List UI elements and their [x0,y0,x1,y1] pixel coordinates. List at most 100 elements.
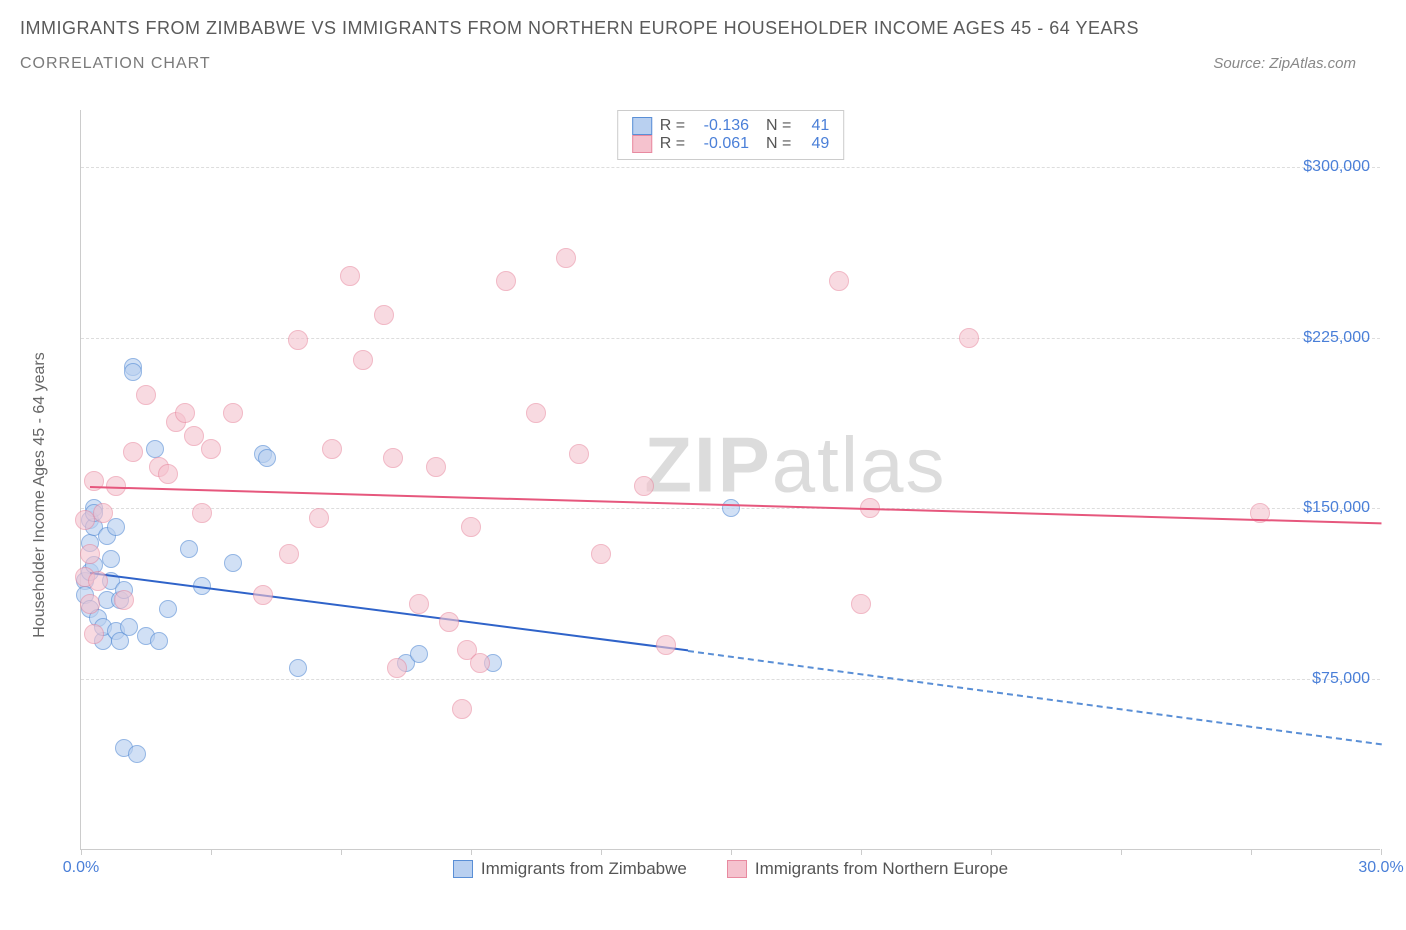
data-point [175,403,195,423]
data-point [224,554,242,572]
x-tick-mark [1251,849,1252,855]
x-tick-mark [1381,849,1382,855]
trend-line [90,486,1381,524]
data-point [146,440,164,458]
data-point [93,503,113,523]
y-tick-label: $300,000 [1303,158,1370,176]
y-tick-label: $150,000 [1303,499,1370,517]
data-point [410,645,428,663]
legend-item: Immigrants from Zimbabwe [453,859,687,879]
data-point [851,594,871,614]
legend-swatch [727,860,747,878]
data-point [289,659,307,677]
data-point [829,271,849,291]
series-legend: Immigrants from Zimbabwe Immigrants from … [81,859,1380,879]
data-point [136,385,156,405]
data-point [279,544,299,564]
chart-subtitle: CORRELATION CHART [20,55,211,73]
data-point [309,508,329,528]
data-point [184,426,204,446]
data-point [150,632,168,650]
n-value: 49 [799,135,829,153]
data-point [84,624,104,644]
data-point [556,248,576,268]
data-point [88,571,108,591]
data-point [180,540,198,558]
trend-line [688,650,1382,745]
r-label: R = [660,135,685,153]
data-point [120,618,138,636]
data-point [114,590,134,610]
x-tick-mark [341,849,342,855]
data-point [102,550,120,568]
trend-line [90,572,688,651]
n-value: 41 [799,117,829,135]
x-tick-mark [601,849,602,855]
x-tick-mark [1121,849,1122,855]
stats-legend: R = -0.136 N = 41 R = -0.061 N = 49 [617,110,845,160]
legend-row: R = -0.136 N = 41 [632,117,830,135]
data-point [452,699,472,719]
gridline [81,167,1380,168]
data-point [387,658,407,678]
data-point [426,457,446,477]
scatter-plot: ZIPatlas R =-0.136 N =41R =-0.061 N =49 … [80,110,1380,850]
legend-row: R = -0.061 N = 49 [632,135,830,153]
x-tick-mark [731,849,732,855]
gridline [81,338,1380,339]
x-tick-mark [991,849,992,855]
data-point [591,544,611,564]
data-point [159,600,177,618]
data-point [353,350,373,370]
r-value: -0.061 [693,135,749,153]
watermark: ZIPatlas [644,419,946,510]
series-name: Immigrants from Northern Europe [755,859,1008,879]
data-point [158,464,178,484]
data-point [123,442,143,462]
chart-container: Householder Income Ages 45 - 64 years ZI… [50,110,1380,880]
chart-title: IMMIGRANTS FROM ZIMBABWE VS IMMIGRANTS F… [20,18,1386,39]
data-point [192,503,212,523]
data-point [569,444,589,464]
data-point [201,439,221,459]
gridline [81,679,1380,680]
data-point [80,544,100,564]
y-tick-label: $225,000 [1303,329,1370,347]
x-tick-label: 30.0% [1358,859,1403,877]
data-point [470,653,490,673]
data-point [409,594,429,614]
y-tick-label: $75,000 [1312,670,1370,688]
data-point [526,403,546,423]
legend-swatch [453,860,473,878]
r-label: R = [660,117,685,135]
data-point [128,745,146,763]
x-tick-mark [471,849,472,855]
data-point [461,517,481,537]
data-point [383,448,403,468]
x-tick-mark [211,849,212,855]
legend-swatch [632,117,652,135]
data-point [722,499,740,517]
x-tick-mark [861,849,862,855]
data-point [496,271,516,291]
data-point [253,585,273,605]
data-point [80,594,100,614]
source-attribution: Source: ZipAtlas.com [1213,55,1356,72]
data-point [439,612,459,632]
y-axis-label: Householder Income Ages 45 - 64 years [31,352,49,638]
data-point [223,403,243,423]
data-point [124,363,142,381]
x-tick-mark [81,849,82,855]
data-point [634,476,654,496]
data-point [288,330,308,350]
data-point [258,449,276,467]
data-point [322,439,342,459]
legend-swatch [632,135,652,153]
data-point [374,305,394,325]
n-label: N = [757,117,791,135]
r-value: -0.136 [693,117,749,135]
data-point [656,635,676,655]
legend-item: Immigrants from Northern Europe [727,859,1008,879]
n-label: N = [757,135,791,153]
x-tick-label: 0.0% [63,859,99,877]
